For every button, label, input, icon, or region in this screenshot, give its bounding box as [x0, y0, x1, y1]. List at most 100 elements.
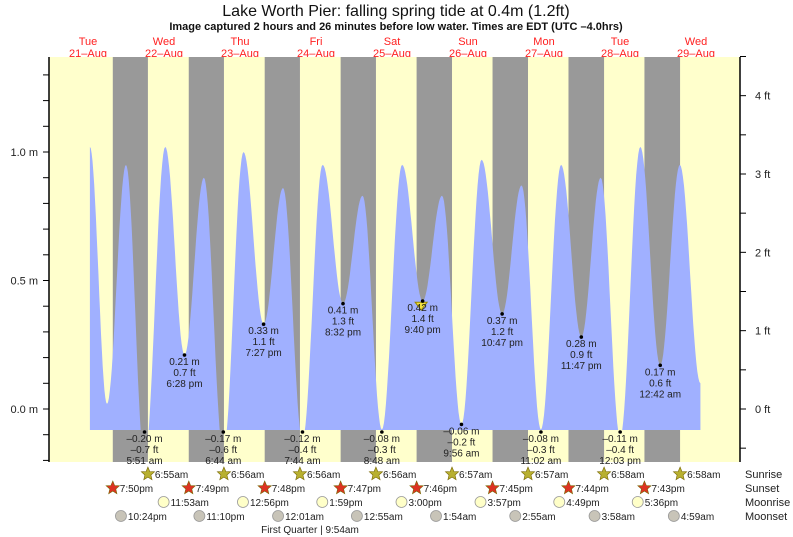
- day-name: Tue: [611, 36, 630, 48]
- tide-label-time: 9:40 pm: [405, 325, 441, 336]
- sunset-icon: [181, 480, 197, 495]
- sunrise-icon: [520, 466, 536, 481]
- tide-label-m: –0.17 m: [205, 434, 241, 445]
- moonset-icon: [272, 510, 284, 522]
- sunset-time: 7:47pm: [348, 484, 381, 495]
- moonset-time: 3:58am: [602, 512, 635, 523]
- tide-label-ft: –0.4 ft: [606, 445, 634, 456]
- tide-point: [380, 430, 384, 434]
- tide-label-time: 10:47 pm: [481, 338, 523, 349]
- tide-label-ft: 1.2 ft: [491, 327, 513, 338]
- tide-point: [500, 312, 504, 316]
- tide-label-time: 7:27 pm: [246, 348, 282, 359]
- moonrise-time: 12:56pm: [250, 498, 289, 509]
- tide-label-ft: –0.6 ft: [209, 445, 237, 456]
- day-name: Wed: [153, 36, 175, 48]
- moonrise-time: 11:53am: [171, 498, 209, 509]
- moonrise-time: 3:00pm: [409, 498, 442, 509]
- moonset-icon: [667, 510, 680, 522]
- sunrise-time: 6:58am: [687, 470, 720, 481]
- tide-label-time: 9:56 am: [443, 448, 479, 459]
- tide-point: [142, 430, 147, 434]
- sunset-icon: [637, 480, 652, 495]
- tide-label-ft: 0.7 ft: [173, 368, 195, 379]
- moonset-time: 4:59am: [681, 512, 714, 523]
- sunset-icon: [409, 480, 425, 495]
- moonset-icon: [193, 510, 206, 522]
- sunset-time: 7:45pm: [500, 484, 533, 495]
- tide-label-time: 12:42 am: [639, 389, 681, 400]
- moonset-time: 2:55am: [522, 512, 555, 523]
- tide-label-time: 6:28 pm: [166, 379, 202, 390]
- tide-label-m: 0.41 m: [328, 306, 359, 317]
- tide-label-ft: 1.3 ft: [332, 317, 354, 328]
- sunset-icon: [333, 480, 349, 495]
- tide-label-ft: –0.2 ft: [448, 437, 476, 448]
- tide-labels: –0.20 m–0.7 ft5:51 am 0.21 m0.7 ft6:28 pm…: [126, 299, 681, 467]
- chart-title: Lake Worth Pier: falling spring tide at …: [222, 3, 569, 20]
- sunrise-time: 6:56am: [231, 470, 264, 481]
- moonrise-time: 5:36pm: [645, 498, 678, 509]
- tide-label-ft: –0.3 ft: [527, 445, 555, 456]
- tide-label-time: 11:47 pm: [561, 361, 602, 372]
- tide-label-m: 0.42 m: [407, 303, 438, 314]
- moonrise-icon: [474, 496, 487, 508]
- tide-label-m: –0.20 m: [126, 434, 162, 445]
- moonset-icon: [588, 510, 601, 522]
- tide-label-ft: 1.4 ft: [411, 314, 433, 325]
- moonset-time: 1:54am: [443, 512, 476, 523]
- sunset-time: 7:50pm: [120, 484, 153, 495]
- left-tick-label: 1.0 m: [10, 147, 38, 159]
- tide-label-m: 0.37 m: [487, 316, 518, 327]
- moonrise-time: 4:49pm: [566, 498, 599, 509]
- sunrise-time: 6:55am: [155, 470, 188, 481]
- moon-phase-label: First Quarter | 9:54am: [261, 525, 359, 536]
- tide-point: [300, 430, 305, 434]
- tide-label-time: 8:48 am: [364, 456, 400, 467]
- moonrise-icon: [316, 496, 329, 508]
- chart-subtitle: Image captured 2 hours and 26 minutes be…: [169, 21, 623, 33]
- moonset-icon: [115, 510, 127, 522]
- moonrise-icon: [553, 496, 566, 508]
- moonrise-row-label: Moonrise: [745, 497, 790, 509]
- tide-point: [420, 299, 425, 303]
- sunset-icon: [105, 480, 121, 495]
- sunset-row-label: Sunset: [745, 483, 779, 495]
- day-name: Wed: [685, 36, 707, 48]
- sunrise-time: 6:56am: [307, 470, 340, 481]
- moonset-icon: [509, 510, 522, 522]
- moonset-time: 12:55am: [364, 512, 403, 523]
- sunrise-row-label: Sunrise: [745, 469, 782, 481]
- tide-point: [658, 363, 663, 368]
- day-labels: Tue21–AugWed22–AugThu23–AugFri24–AugSat2…: [69, 36, 715, 60]
- moonrise-icon: [631, 496, 644, 508]
- tide-label-m: 0.21 m: [169, 357, 200, 368]
- sunset-icon: [485, 480, 500, 495]
- moonset-icon: [351, 510, 363, 522]
- tide-label-time: 8:32 pm: [325, 328, 361, 339]
- right-tick-label: 4 ft: [755, 91, 770, 103]
- sunset-time: 7:44pm: [575, 484, 608, 495]
- right-tick-label: 1 ft: [755, 326, 770, 338]
- sunrise-icon: [672, 466, 688, 481]
- tide-label-m: –0.08 m: [523, 434, 559, 445]
- moonrise-icon: [157, 496, 170, 508]
- tide-label-ft: 1.1 ft: [252, 337, 274, 348]
- sunset-time: 7:49pm: [196, 484, 229, 495]
- moonset-time: 12:01am: [285, 512, 324, 523]
- day-name: Mon: [533, 36, 554, 48]
- tide-label-time: 5:51 am: [126, 456, 162, 467]
- sunrise-time: 6:56am: [383, 470, 416, 481]
- moonrise-icon: [395, 496, 408, 508]
- sunrise-icon: [140, 466, 156, 481]
- moonset-row-label: Moonset: [745, 511, 787, 523]
- tide-label-ft: –0.3 ft: [368, 445, 396, 456]
- right-tick-label: 3 ft: [755, 169, 770, 181]
- tide-label-m: 0.17 m: [645, 367, 676, 378]
- sunset-icon: [561, 480, 576, 495]
- tide-label-time: 7:44 am: [284, 456, 320, 467]
- tide-area: [89, 146, 701, 430]
- moonrise-time: 1:59pm: [329, 498, 362, 509]
- sunrise-time: 6:57am: [535, 470, 568, 481]
- tide-label-ft: 0.6 ft: [649, 378, 671, 389]
